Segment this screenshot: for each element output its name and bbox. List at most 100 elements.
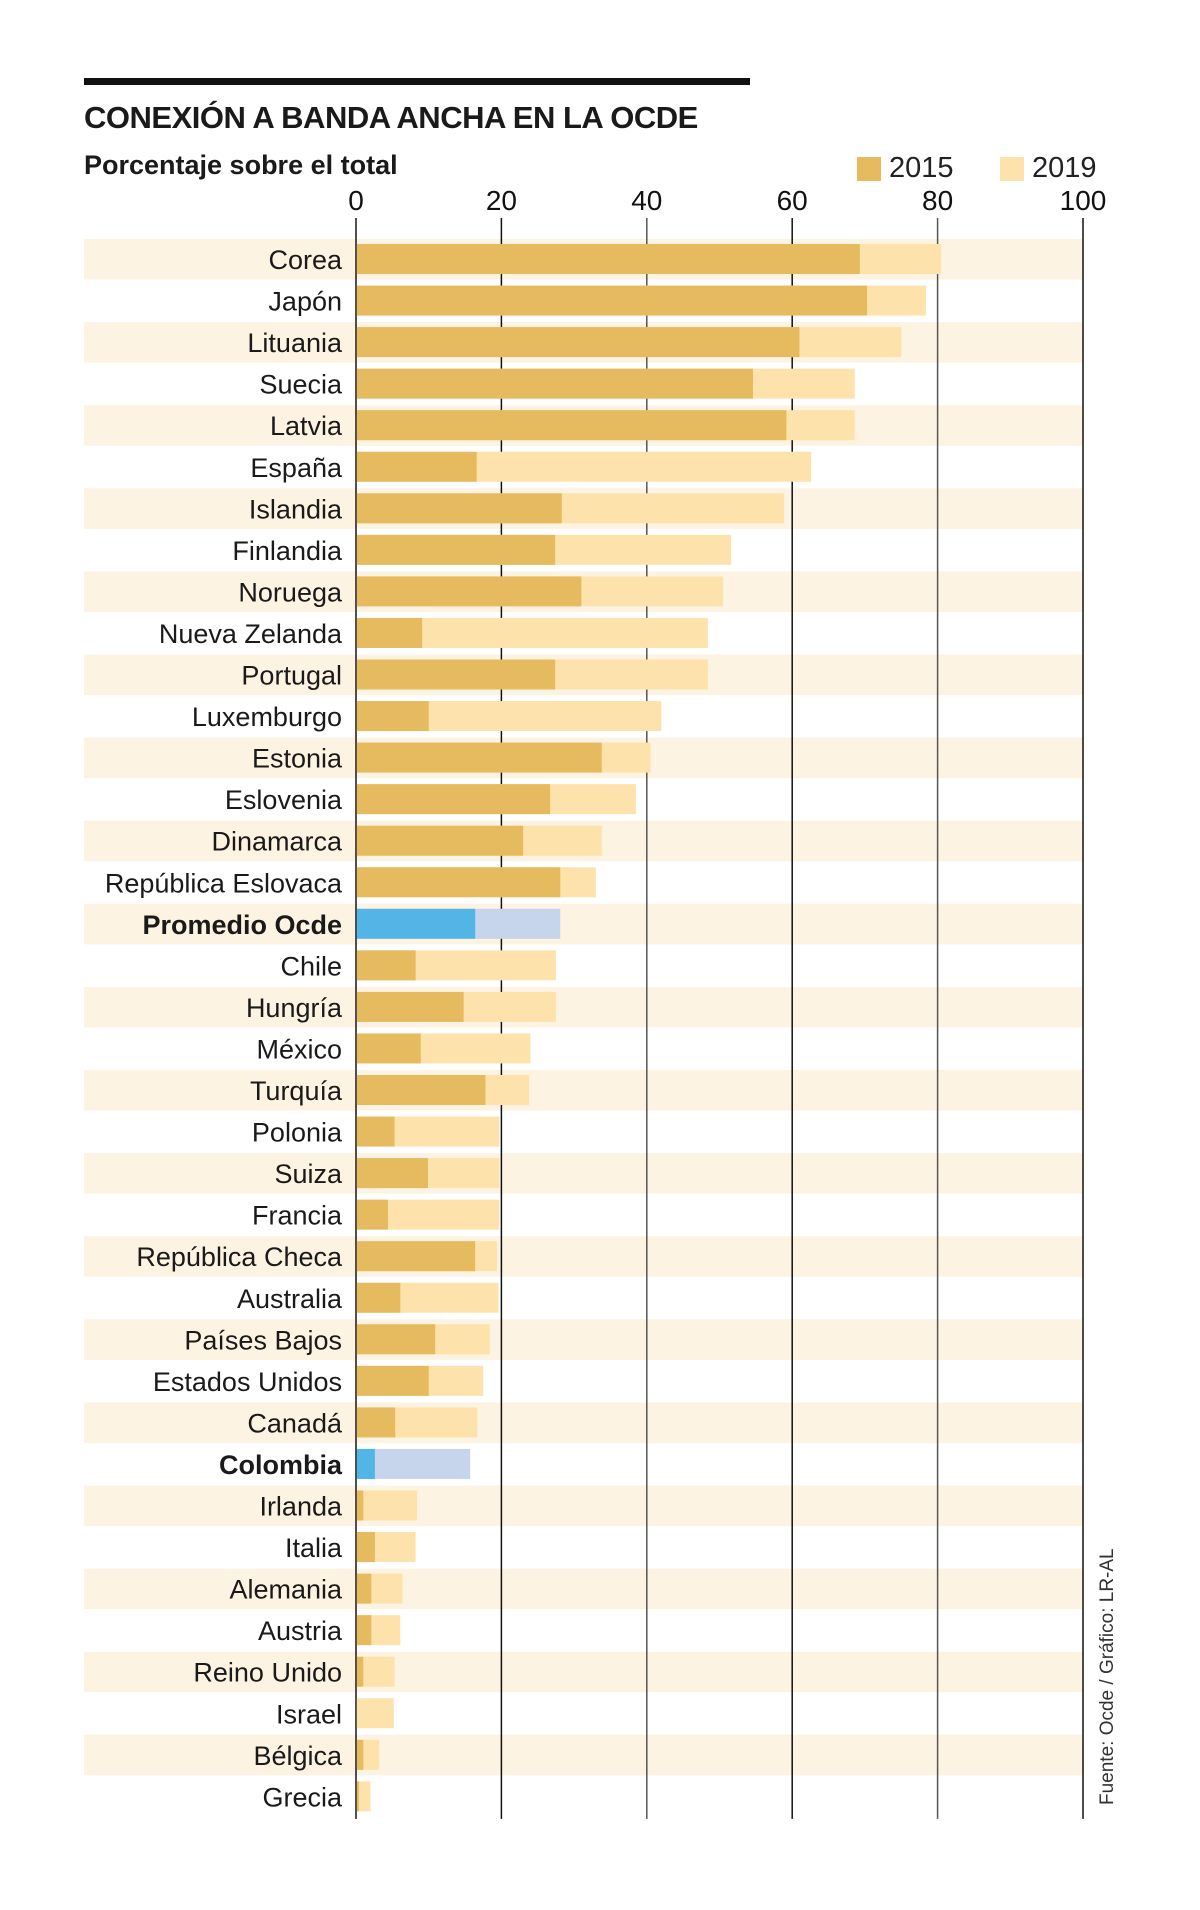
bar-2015 <box>356 908 476 939</box>
title-rule <box>84 78 750 85</box>
category-label: Alemania <box>229 1575 343 1605</box>
bar-2015 <box>356 410 787 441</box>
category-label: Irlanda <box>259 1492 343 1522</box>
category-label: Israel <box>276 1699 342 1729</box>
category-label: Dinamarca <box>211 827 343 857</box>
x-tick-label: 60 <box>777 185 808 216</box>
row-band <box>84 1070 1083 1111</box>
category-label: España <box>250 453 343 483</box>
bar-2019 <box>356 1490 418 1521</box>
row-band <box>84 986 1083 1028</box>
legend-label-2015: 2015 <box>889 152 954 184</box>
category-label: Luxemburgo <box>192 702 342 732</box>
bar-2015 <box>356 1033 421 1064</box>
bar-2015 <box>356 659 556 690</box>
bar-2015 <box>356 1656 364 1687</box>
category-label: Nueva Zelanda <box>159 619 343 649</box>
category-label: República Checa <box>136 1242 343 1272</box>
category-label: Canadá <box>247 1408 343 1438</box>
bar-2015 <box>356 1324 436 1355</box>
category-label: Australia <box>237 1284 343 1314</box>
category-label: Bélgica <box>253 1741 343 1771</box>
legend-swatch-2019 <box>1000 156 1024 181</box>
bar-2015 <box>356 1615 372 1646</box>
bar-2015 <box>356 1739 364 1770</box>
legend-item-2019: 2019 <box>1000 152 1097 185</box>
legend-swatch-2015 <box>857 156 881 181</box>
bar-2015 <box>356 244 860 274</box>
bar-2015 <box>356 825 524 856</box>
category-label: Hungría <box>246 993 343 1023</box>
bar-2015 <box>356 451 477 482</box>
category-label: Francia <box>252 1201 343 1231</box>
row-band <box>84 1651 1083 1693</box>
category-label: Polonia <box>252 1118 343 1148</box>
row-band <box>84 1568 1083 1610</box>
category-label: Lituania <box>247 328 343 358</box>
category-label: Estados Unidos <box>153 1367 342 1397</box>
bar-2015 <box>356 991 464 1022</box>
legend-item-2015: 2015 <box>857 152 954 185</box>
row-band <box>84 1319 1083 1360</box>
row-band <box>84 903 1083 945</box>
row-band <box>84 1236 1083 1277</box>
bar-2019 <box>356 1448 471 1479</box>
category-label: Italia <box>285 1533 343 1563</box>
bar-2015 <box>356 742 602 773</box>
bar-2019 <box>356 1698 394 1729</box>
bar-2019 <box>356 1781 371 1812</box>
x-tick-label: 20 <box>486 185 517 216</box>
bar-2015 <box>356 327 800 358</box>
category-label: Noruega <box>238 577 343 607</box>
bar-2015 <box>356 1158 428 1189</box>
category-label: Colombia <box>219 1450 343 1480</box>
category-label: Suecia <box>259 370 343 400</box>
source-credit: Fuente: Ocde / Gráfico: LR-AL <box>1097 1548 1118 1805</box>
row-band <box>84 1153 1083 1194</box>
category-label: Promedio Ocde <box>142 910 342 940</box>
category-label: Islandia <box>249 494 343 524</box>
category-label: República Eslovaca <box>105 868 343 898</box>
row-band <box>84 1734 1083 1776</box>
bar-2015 <box>356 701 429 732</box>
bar-2015 <box>356 493 562 524</box>
bar-2015 <box>356 1116 395 1147</box>
bar-2015 <box>356 1075 486 1105</box>
bar-2015 <box>356 1781 359 1812</box>
bar-2015 <box>356 867 561 898</box>
x-tick-label: 40 <box>631 185 662 216</box>
bar-2015 <box>356 1490 364 1521</box>
category-label: Eslovenia <box>225 785 343 815</box>
category-label: México <box>256 1034 342 1064</box>
category-label: Latvia <box>270 411 343 441</box>
bar-2015 <box>356 1573 372 1604</box>
category-label: Corea <box>268 245 343 275</box>
bar-2015 <box>356 1532 375 1563</box>
bar-2015 <box>356 368 753 399</box>
bar-2015 <box>356 285 868 316</box>
category-label: Reino Unido <box>193 1658 342 1688</box>
category-label: Países Bajos <box>184 1325 342 1355</box>
bar-2015 <box>356 1199 388 1230</box>
category-label: Chile <box>280 951 342 981</box>
category-label: Japón <box>268 287 342 317</box>
bar-2015 <box>356 1407 396 1438</box>
legend-label-2019: 2019 <box>1032 152 1097 184</box>
bar-2015 <box>356 617 423 648</box>
category-label: Grecia <box>262 1782 343 1812</box>
chart-subtitle: Porcentaje sobre el total <box>84 150 398 180</box>
category-label: Estonia <box>252 744 343 774</box>
category-label: Suiza <box>274 1159 343 1189</box>
bar-2015 <box>356 534 556 565</box>
chart-title: CONEXIÓN A BANDA ANCHA EN LA OCDE <box>84 100 698 135</box>
x-tick-label: 80 <box>922 185 953 216</box>
bar-2015 <box>356 1241 476 1272</box>
bar-2015 <box>356 1365 429 1396</box>
row-band <box>84 1402 1083 1443</box>
bar-2015 <box>356 784 551 815</box>
category-label: Austria <box>258 1616 343 1646</box>
x-tick-label: 100 <box>1060 185 1107 216</box>
row-band <box>84 1485 1083 1527</box>
category-label: Portugal <box>241 661 342 691</box>
